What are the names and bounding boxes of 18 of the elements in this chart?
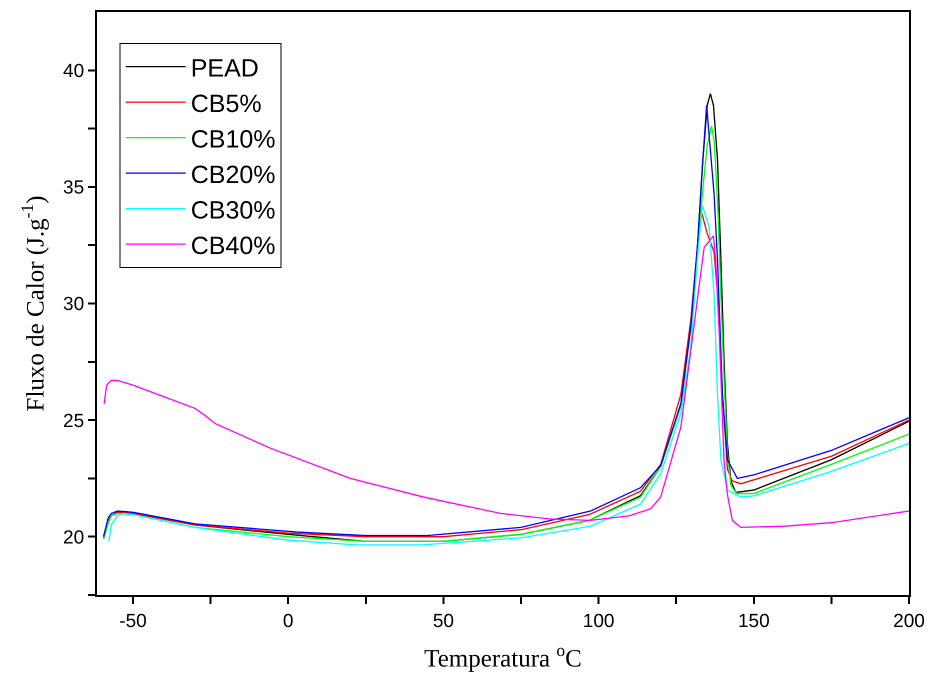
legend-label: CB20% bbox=[190, 160, 276, 189]
y-tick-label: 35 bbox=[63, 178, 84, 199]
y-tick-label: 25 bbox=[63, 410, 84, 432]
legend-label: CB30% bbox=[190, 196, 276, 224]
x-tick-label: 0 bbox=[282, 610, 294, 632]
x-tick-label: 200 bbox=[893, 610, 925, 632]
legend-label: CB40% bbox=[190, 232, 276, 260]
x-tick-label: 100 bbox=[582, 610, 614, 632]
legend-label: CB5% bbox=[190, 90, 262, 118]
y-tick-label: 30 bbox=[63, 294, 84, 316]
x-tick-label: 150 bbox=[738, 610, 770, 632]
y-tick-label: 40 bbox=[63, 60, 84, 82]
legend-label: CB10% bbox=[190, 125, 276, 154]
y-tick-label: 20 bbox=[63, 527, 84, 548]
x-tick-label: 50 bbox=[432, 610, 454, 632]
x-tick-label: -50 bbox=[119, 610, 147, 632]
x-axis-title: Temperatura $^{o}$C bbox=[424, 640, 582, 672]
legend-label: PEAD bbox=[190, 54, 259, 82]
